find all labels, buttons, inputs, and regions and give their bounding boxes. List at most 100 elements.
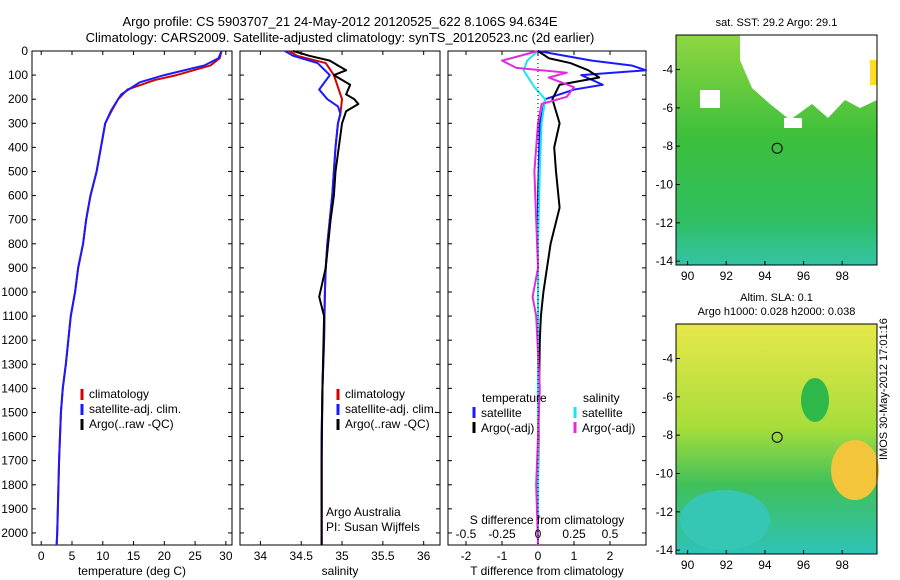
xtick-label: 30 xyxy=(219,549,233,563)
xtick-label: 5 xyxy=(69,549,76,563)
xtick-label: 0 xyxy=(38,549,45,563)
map-xtick-label: 90 xyxy=(681,269,695,283)
map-ytick-label: -10 xyxy=(656,467,674,481)
map-ytick-label: -8 xyxy=(662,139,673,153)
map-xtick-label: 92 xyxy=(720,558,734,572)
ytick-label: 1700 xyxy=(1,454,28,468)
map-ytick-label: -14 xyxy=(656,254,674,268)
legend-label: satellite-adj. clim. xyxy=(345,402,437,416)
ytick-label: 1200 xyxy=(1,333,28,347)
axes-frame-difference xyxy=(447,50,647,546)
ytick-label: 1100 xyxy=(2,309,28,323)
cloud-gap xyxy=(700,90,720,108)
map-xtick-label: 96 xyxy=(797,558,811,572)
ytick-label: 900 xyxy=(8,261,28,275)
figure-subtitle: Climatology: CARS2009. Satellite-adjuste… xyxy=(85,30,595,45)
map-title: sat. SST: 29.2 Argo: 29.1 xyxy=(716,17,838,29)
panel-temperature: 0 5 10 15 20 25 300100200300400500600700800900… xyxy=(1,44,233,578)
legend-title-salinity: salinity xyxy=(583,391,620,405)
axes-frame-temperature xyxy=(31,50,233,546)
series-line-satellite-adj-clim- xyxy=(284,50,342,545)
xtick-label: 34.5 xyxy=(290,549,314,563)
legend-label: Argo(-adj) xyxy=(481,421,534,435)
float-location-marker xyxy=(771,142,783,154)
map-ytick-label: -12 xyxy=(656,216,674,230)
ytick-label: 600 xyxy=(8,189,28,203)
legend-label: Argo(-adj) xyxy=(582,421,635,435)
xtick-label: 35 xyxy=(335,549,349,563)
xtick-label: -1 xyxy=(497,549,508,563)
figure-title: Argo profile: CS 5903707_21 24-May-2012 … xyxy=(122,14,558,29)
x-axis-label: temperature (deg C) xyxy=(78,564,186,578)
map-ytick-label: -4 xyxy=(662,63,673,77)
ytick-label: 1000 xyxy=(1,285,28,299)
map-xtick-label: 98 xyxy=(836,558,850,572)
map-xtick-label: 92 xyxy=(720,269,734,283)
ytick-label: 1400 xyxy=(1,381,28,395)
salinity-tick-label: 0 xyxy=(535,527,542,541)
panel-salinity: 34 34.5 35 35.5 36 salinity xyxy=(239,50,441,578)
map-ytick-label: -6 xyxy=(662,390,673,404)
series-line-satellite xyxy=(537,50,647,545)
map-ytick-label: -14 xyxy=(656,543,674,557)
xtick-label: 36 xyxy=(417,549,431,563)
legend-label: Argo(..raw -QC) xyxy=(89,417,174,431)
map-ytick-label: -10 xyxy=(656,178,674,192)
map-sla: 90 92 94 96 98 -4 -6 -8 -10 -12 -14 Altim. SLA: 0.1… xyxy=(656,292,879,572)
ytick-label: 800 xyxy=(8,237,28,251)
ytick-label: 200 xyxy=(8,92,28,106)
ytick-label: 300 xyxy=(8,116,28,130)
legend-label: climatology xyxy=(89,387,149,401)
ytick-label: 1800 xyxy=(1,478,28,492)
annotation-text: Argo Australia xyxy=(326,505,401,519)
float-location-marker xyxy=(771,431,783,443)
map-xtick-label: 94 xyxy=(758,269,772,283)
map-xtick-label: 98 xyxy=(836,269,850,283)
series-line-climatology xyxy=(55,50,223,546)
map-title: Altim. SLA: 0.1 xyxy=(740,292,813,304)
map-xtick-label: 90 xyxy=(681,558,695,572)
ytick-label: 2000 xyxy=(1,526,28,540)
sla-low-patch xyxy=(801,378,829,422)
panel-difference: -2 -1 0 1 2T difference from climatology xyxy=(447,50,647,578)
map-ytick-label: -4 xyxy=(662,352,673,366)
map-ytick-label: -6 xyxy=(662,101,673,115)
salinity-tick-label: -0.5 xyxy=(456,527,477,541)
series-line-climatology xyxy=(288,50,344,545)
ytick-label: 500 xyxy=(8,164,28,178)
legend-label: satellite-adj. clim. xyxy=(89,402,181,416)
map-ytick-label: -8 xyxy=(662,428,673,442)
legend-label: satellite xyxy=(481,406,522,420)
salinity-tick-label: -0.25 xyxy=(488,527,516,541)
legend-label: Argo(..raw -QC) xyxy=(345,417,430,431)
ytick-label: 1600 xyxy=(1,430,28,444)
xtick-label: 25 xyxy=(188,549,202,563)
legend-label: satellite xyxy=(582,406,623,420)
xtick-label: 15 xyxy=(127,549,141,563)
ytick-label: 1900 xyxy=(1,502,28,516)
xtick-label: 34 xyxy=(254,549,268,563)
xtick-label: 1 xyxy=(571,549,578,563)
cloud-gap xyxy=(784,118,802,128)
salinity-tick-label: 0.5 xyxy=(602,527,619,541)
x-axis-label: salinity xyxy=(322,564,359,578)
ytick-label: 1300 xyxy=(1,357,28,371)
xtick-label: -2 xyxy=(461,549,472,563)
xtick-label: 0 xyxy=(535,549,542,563)
xtick-label: 20 xyxy=(158,549,172,563)
series-line-argo-raw-qc- xyxy=(292,50,360,545)
annotation-text: PI: Susan Wijffels xyxy=(326,520,420,534)
cloud-gap xyxy=(740,35,877,120)
top-axis-label: S difference from climatology xyxy=(470,513,625,527)
axes-frame-salinity xyxy=(239,50,441,546)
xtick-label: 10 xyxy=(96,549,110,563)
map-xtick-label: 96 xyxy=(797,269,811,283)
sla-low-patch xyxy=(680,490,770,550)
series-line-argo-adj- xyxy=(537,50,601,545)
x-axis-label: T difference from climatology xyxy=(470,564,624,578)
legend-title-temperature: temperature xyxy=(482,391,547,405)
ytick-label: 0 xyxy=(21,44,28,58)
map-xtick-label: 94 xyxy=(758,558,772,572)
legend-label: climatology xyxy=(345,387,405,401)
